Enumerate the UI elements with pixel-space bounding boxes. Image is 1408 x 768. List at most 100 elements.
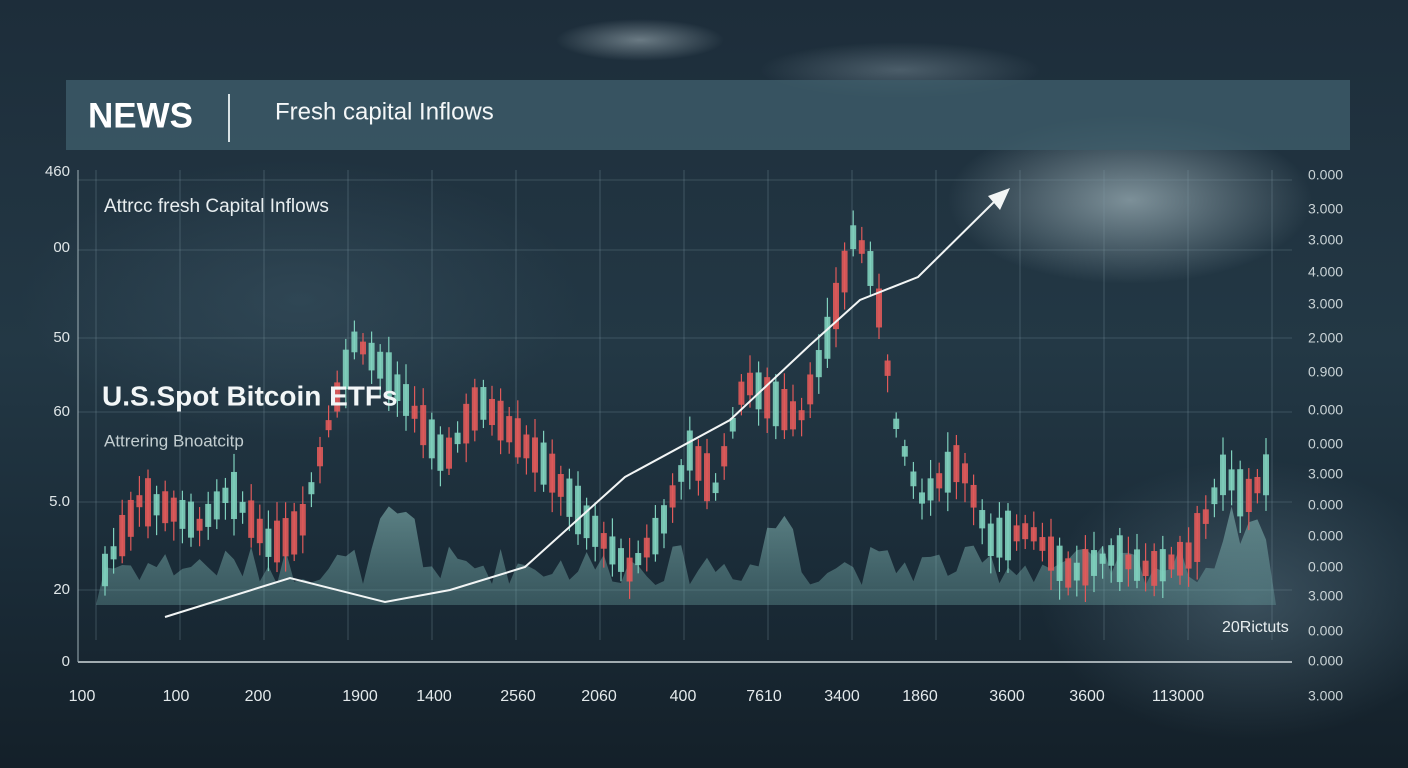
candle-body xyxy=(463,403,470,444)
bottom-axis-label: 3400 xyxy=(824,688,860,705)
candle-body xyxy=(265,528,272,557)
candle-body xyxy=(927,478,934,501)
right-axis-label: 3.000 xyxy=(1308,201,1343,217)
candle-body xyxy=(781,388,788,431)
header-tag: NEWS xyxy=(88,96,193,135)
candle-body xyxy=(239,501,246,513)
header-band xyxy=(66,80,1350,150)
candle-body xyxy=(695,446,702,481)
candle-body xyxy=(1134,549,1140,581)
candle-body xyxy=(282,518,289,557)
candle-body xyxy=(213,491,220,520)
bottom-axis-label: 2060 xyxy=(581,688,617,705)
left-axis-label: 60 xyxy=(53,403,70,420)
candle-body xyxy=(1065,558,1072,588)
candle-body xyxy=(738,381,745,405)
right-axis-label: 0.000 xyxy=(1308,436,1343,452)
candle-body xyxy=(437,434,444,471)
candle-body xyxy=(1091,550,1097,576)
candle-body xyxy=(342,349,349,390)
candle-body xyxy=(583,505,590,539)
candle-body xyxy=(308,482,315,495)
candle-body xyxy=(205,503,212,527)
candle-body xyxy=(962,463,968,484)
candle-body xyxy=(867,251,874,286)
bottom-axis-label: 1860 xyxy=(902,688,938,705)
candle-body xyxy=(274,520,280,563)
candle-body xyxy=(876,288,882,328)
right-axis-label: 0.000 xyxy=(1308,167,1343,183)
candle-body xyxy=(317,447,323,467)
candle-body xyxy=(334,382,341,412)
candle-body xyxy=(471,387,478,431)
candle-body xyxy=(669,485,676,508)
candle-body xyxy=(222,487,229,504)
candle-body xyxy=(566,478,573,517)
right-axis-label: 3.000 xyxy=(1308,588,1343,604)
right-axis-label: 3.000 xyxy=(1308,232,1343,248)
right-axis-label: 0.000 xyxy=(1308,528,1343,544)
candle-body xyxy=(712,482,719,494)
right-axis-label: 3.000 xyxy=(1308,296,1343,312)
chart-subtitle: Attrcc fresh Capital Inflows xyxy=(104,196,329,217)
candle-body xyxy=(1039,537,1046,551)
left-axis-label: 460 xyxy=(45,163,70,180)
candle-body xyxy=(575,485,581,535)
candle-body xyxy=(643,537,650,558)
candle-body xyxy=(1005,510,1011,561)
candle-body xyxy=(420,405,427,446)
candle-body xyxy=(661,505,667,534)
candle-body xyxy=(678,465,685,482)
left-axis-label: 50 xyxy=(53,329,70,346)
candle-body xyxy=(772,381,779,427)
candle-body xyxy=(394,374,401,402)
candle-body xyxy=(652,517,659,555)
candle-body xyxy=(686,430,693,471)
candle-body xyxy=(385,352,392,399)
bottom-axis-label: 7610 xyxy=(746,688,782,705)
candle-body xyxy=(557,474,564,497)
candle-body xyxy=(299,503,306,536)
candle-body xyxy=(188,501,194,538)
candle-body xyxy=(514,418,521,458)
volume-area xyxy=(96,506,1276,605)
candle-body xyxy=(446,437,452,469)
candle-body xyxy=(919,492,925,504)
right-axis-label: 0.000 xyxy=(1308,402,1343,418)
candle-body xyxy=(1254,477,1261,494)
candle-body xyxy=(489,398,495,426)
candlesticks xyxy=(102,210,1269,602)
candle-body xyxy=(850,225,857,250)
candle-body xyxy=(351,331,358,353)
bottom-axis-label: 100 xyxy=(163,688,190,705)
candle-body xyxy=(377,351,384,379)
candle-body xyxy=(506,416,513,443)
candle-body xyxy=(1177,541,1183,576)
candle-body xyxy=(248,500,255,538)
bottom-axis-label: 3600 xyxy=(989,688,1025,705)
candle-body xyxy=(824,316,831,359)
candle-body xyxy=(798,410,805,421)
candle-body xyxy=(953,445,960,483)
candle-body xyxy=(1168,554,1175,570)
candle-body xyxy=(256,518,263,544)
candle-body xyxy=(136,495,143,508)
bottom-axis-label: 1400 xyxy=(416,688,452,705)
candle-body xyxy=(231,471,237,520)
candle-body xyxy=(1030,527,1037,542)
trend-arrow xyxy=(988,188,1010,210)
candle-body xyxy=(729,417,736,432)
candle-body xyxy=(497,400,504,441)
candle-body xyxy=(119,514,126,557)
candle-body xyxy=(1142,560,1149,577)
candle-body xyxy=(1151,551,1158,586)
candle-body xyxy=(807,374,814,405)
candle-body xyxy=(1194,513,1201,562)
candle-body xyxy=(1013,525,1020,542)
candle-body xyxy=(1022,523,1029,540)
volume-shape xyxy=(96,506,1276,605)
candle-body xyxy=(884,360,891,376)
candle-body xyxy=(1082,549,1089,586)
candle-body xyxy=(815,350,822,378)
